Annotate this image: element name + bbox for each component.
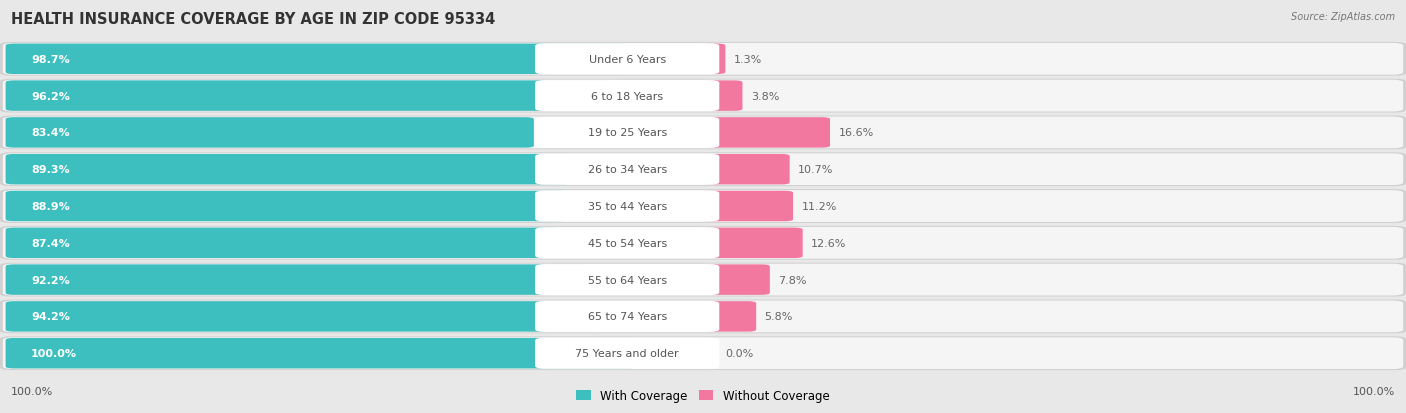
FancyBboxPatch shape — [3, 154, 1403, 186]
FancyBboxPatch shape — [3, 337, 1403, 369]
FancyBboxPatch shape — [0, 116, 1406, 150]
FancyBboxPatch shape — [3, 191, 1403, 222]
Text: 45 to 54 Years: 45 to 54 Years — [588, 238, 666, 248]
FancyBboxPatch shape — [0, 43, 1406, 76]
Text: 5.8%: 5.8% — [765, 312, 793, 322]
Text: 75 Years and older: 75 Years and older — [575, 348, 679, 358]
Text: 83.4%: 83.4% — [31, 128, 69, 138]
Text: Under 6 Years: Under 6 Years — [589, 55, 666, 65]
FancyBboxPatch shape — [536, 301, 720, 332]
Text: 65 to 74 Years: 65 to 74 Years — [588, 312, 666, 322]
FancyBboxPatch shape — [3, 81, 1403, 112]
FancyBboxPatch shape — [700, 265, 770, 295]
Text: 89.3%: 89.3% — [31, 165, 69, 175]
FancyBboxPatch shape — [3, 44, 1403, 76]
FancyBboxPatch shape — [536, 191, 720, 222]
Text: HEALTH INSURANCE COVERAGE BY AGE IN ZIP CODE 95334: HEALTH INSURANCE COVERAGE BY AGE IN ZIP … — [11, 12, 495, 27]
Text: 92.2%: 92.2% — [31, 275, 70, 285]
FancyBboxPatch shape — [3, 301, 1403, 332]
FancyBboxPatch shape — [700, 45, 725, 75]
FancyBboxPatch shape — [700, 228, 803, 259]
FancyBboxPatch shape — [0, 226, 1406, 260]
FancyBboxPatch shape — [700, 154, 790, 185]
Text: 96.2%: 96.2% — [31, 91, 70, 101]
FancyBboxPatch shape — [700, 191, 793, 222]
FancyBboxPatch shape — [0, 300, 1406, 333]
Text: 6 to 18 Years: 6 to 18 Years — [591, 91, 664, 101]
FancyBboxPatch shape — [3, 117, 1403, 149]
FancyBboxPatch shape — [6, 191, 568, 222]
FancyBboxPatch shape — [536, 264, 720, 295]
FancyBboxPatch shape — [3, 264, 1403, 296]
FancyBboxPatch shape — [6, 338, 636, 368]
Text: 100.0%: 100.0% — [31, 348, 77, 358]
Text: 98.7%: 98.7% — [31, 55, 70, 65]
FancyBboxPatch shape — [0, 337, 1406, 370]
FancyBboxPatch shape — [536, 154, 720, 185]
Text: 87.4%: 87.4% — [31, 238, 70, 248]
FancyBboxPatch shape — [0, 153, 1406, 187]
FancyBboxPatch shape — [6, 228, 558, 259]
FancyBboxPatch shape — [6, 265, 588, 295]
Text: 26 to 34 Years: 26 to 34 Years — [588, 165, 666, 175]
Text: 1.3%: 1.3% — [734, 55, 762, 65]
Text: 35 to 44 Years: 35 to 44 Years — [588, 202, 666, 211]
FancyBboxPatch shape — [536, 81, 720, 112]
FancyBboxPatch shape — [6, 154, 569, 185]
FancyBboxPatch shape — [536, 338, 720, 369]
Text: 3.8%: 3.8% — [751, 91, 779, 101]
Text: 88.9%: 88.9% — [31, 202, 70, 211]
Text: 16.6%: 16.6% — [838, 128, 873, 138]
Text: 94.2%: 94.2% — [31, 312, 70, 322]
Text: 100.0%: 100.0% — [1353, 387, 1395, 396]
FancyBboxPatch shape — [700, 81, 742, 112]
FancyBboxPatch shape — [0, 80, 1406, 113]
FancyBboxPatch shape — [6, 301, 600, 332]
FancyBboxPatch shape — [0, 263, 1406, 297]
Text: 55 to 64 Years: 55 to 64 Years — [588, 275, 666, 285]
Text: 12.6%: 12.6% — [811, 238, 846, 248]
FancyBboxPatch shape — [6, 118, 534, 148]
FancyBboxPatch shape — [6, 81, 613, 112]
Text: 0.0%: 0.0% — [725, 348, 754, 358]
Text: Source: ZipAtlas.com: Source: ZipAtlas.com — [1291, 12, 1395, 22]
FancyBboxPatch shape — [0, 190, 1406, 223]
FancyBboxPatch shape — [536, 228, 720, 259]
Text: 10.7%: 10.7% — [799, 165, 834, 175]
Legend: With Coverage, Without Coverage: With Coverage, Without Coverage — [572, 385, 834, 407]
FancyBboxPatch shape — [536, 118, 720, 149]
Text: 100.0%: 100.0% — [11, 387, 53, 396]
Text: 11.2%: 11.2% — [801, 202, 837, 211]
Text: 19 to 25 Years: 19 to 25 Years — [588, 128, 666, 138]
FancyBboxPatch shape — [536, 44, 720, 75]
Text: 7.8%: 7.8% — [779, 275, 807, 285]
FancyBboxPatch shape — [700, 301, 756, 332]
FancyBboxPatch shape — [6, 45, 627, 75]
FancyBboxPatch shape — [700, 118, 830, 148]
FancyBboxPatch shape — [3, 227, 1403, 259]
